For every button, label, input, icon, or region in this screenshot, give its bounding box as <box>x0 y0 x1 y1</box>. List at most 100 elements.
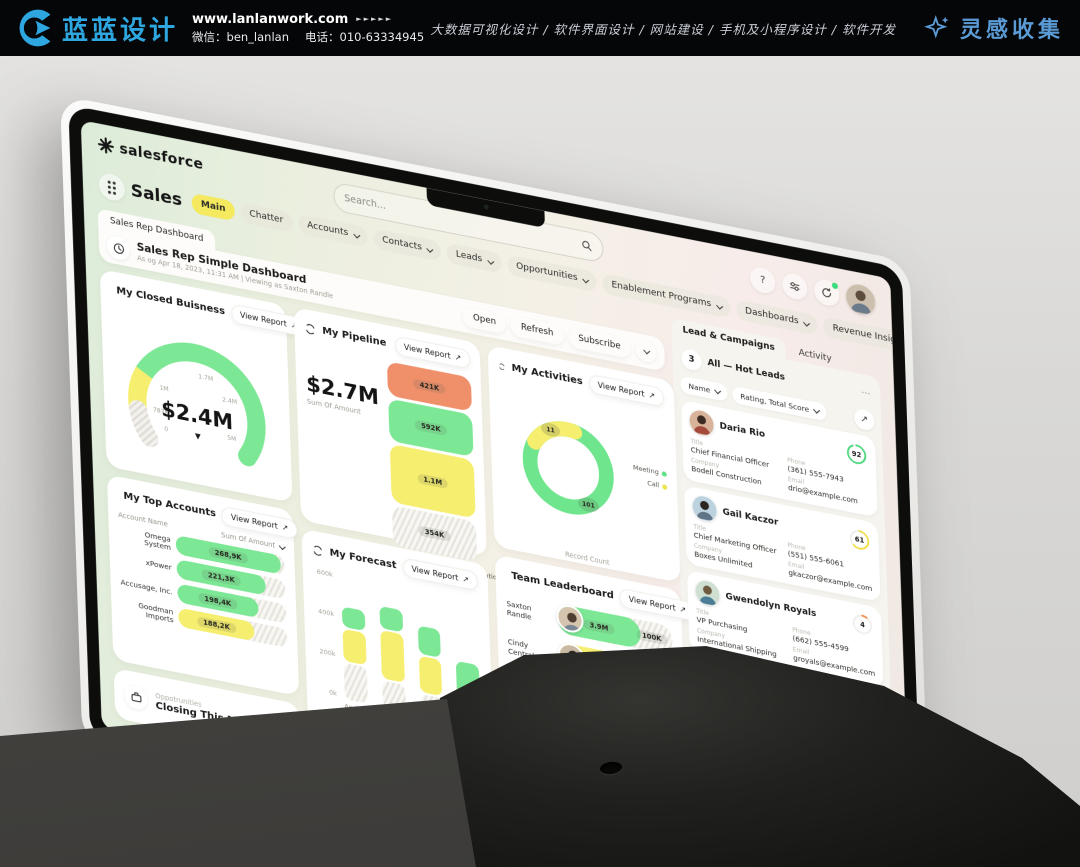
lead-card[interactable]: Daria Rio 92 Title Chief Financial Office… <box>681 399 878 517</box>
svg-text:101: 101 <box>582 501 595 510</box>
refresh-button[interactable]: Refresh <box>510 314 564 346</box>
svg-text:1M: 1M <box>159 385 168 394</box>
top-accounts-card: My Top Accounts View Report ↗ Account Nam… <box>106 474 300 697</box>
dashboard-screen: salesforce Search... ? <box>80 120 912 867</box>
leads-panel: 3 All — Hot Leads ⋯ Name Rating, Total S… <box>671 336 891 696</box>
donut-chart: 11 101 <box>522 421 614 515</box>
activities-card: My Activities View Report ↗ <box>487 344 681 583</box>
sync-icon <box>822 288 832 298</box>
score-value: 92 <box>852 450 862 460</box>
brand-name: 蓝蓝设计 <box>62 15 179 46</box>
salesforce-wordmark: salesforce <box>119 140 204 173</box>
lead-name: Gail Kaczor <box>722 506 779 528</box>
arrow-up-right-icon: ↗ <box>679 604 687 615</box>
help-button[interactable]: ? <box>749 265 776 296</box>
camera-dot <box>483 203 489 210</box>
leaderboard-bar[interactable]: 3.9M 100K <box>556 602 673 656</box>
avatar <box>689 408 715 438</box>
svg-text:1.7M: 1.7M <box>198 373 213 383</box>
user-avatar[interactable] <box>845 281 876 317</box>
pipeline-funnel: 421K 592K 1.1M 354K <box>386 361 478 562</box>
sparkle-icon <box>924 15 949 39</box>
help-icon: ? <box>759 274 766 287</box>
chevron-down-icon <box>643 347 651 355</box>
open-list-button[interactable]: ↗ <box>853 407 875 432</box>
website-link[interactable]: www.lanlanwork.com <box>192 11 349 27</box>
score-ring: 4 <box>852 614 873 635</box>
svg-text:0: 0 <box>164 426 168 434</box>
lead-count-badge: 3 <box>681 347 702 372</box>
app-launcher-button[interactable] <box>98 171 126 203</box>
chevron-down-icon <box>352 230 360 238</box>
chevron-down-icon <box>812 406 820 414</box>
chevron-down-icon <box>713 386 721 394</box>
arrow-up-right-icon: ↗ <box>454 352 462 363</box>
card-title: My Pipeline <box>322 325 387 350</box>
lead-card[interactable]: Gwendolyn Royals 4 Title VP Purchasing Ph <box>686 570 884 688</box>
donut-label-big: 101 <box>578 497 599 513</box>
forecast-bar[interactable] <box>341 604 368 704</box>
lanlan-logo-icon <box>19 9 51 47</box>
chevron-down-icon <box>426 245 434 253</box>
top-banner: 蓝蓝设计 www.lanlanwork.com ►►►►► 微信：ben_lan… <box>0 0 1080 56</box>
filter-name[interactable]: Name <box>680 375 728 402</box>
dashboard-title-bar: Sales Rep Simple Dashboard As og Apr 18,… <box>98 227 666 372</box>
closed-business-card: My Closed Buisness View Report↗ <box>99 268 307 503</box>
settings-button[interactable] <box>781 271 808 302</box>
chevron-down-icon <box>582 275 590 283</box>
salesforce-star-icon <box>97 137 114 154</box>
lead-list-title: All — Hot Leads <box>707 357 786 384</box>
more-icon[interactable]: ⋯ <box>861 388 872 401</box>
avatar <box>692 493 718 523</box>
score-value: 4 <box>860 621 865 630</box>
sliders-icon <box>790 282 800 291</box>
sync-button[interactable] <box>813 277 840 308</box>
briefcase-icon <box>124 683 148 712</box>
search-input[interactable]: Search... <box>332 181 604 264</box>
clock-icon <box>106 234 131 262</box>
score-ring: 61 <box>849 529 870 550</box>
forecast-card: My Forecast View Report ↗ 600k 400k 200k 0k <box>301 528 495 787</box>
card-title: My Forecast <box>329 547 397 572</box>
arrows-decoration: ►►►►► <box>356 15 394 23</box>
svg-text:5M: 5M <box>227 434 236 443</box>
svg-text:2.4M: 2.4M <box>222 396 237 406</box>
chevron-down-icon <box>278 542 286 550</box>
arrow-up-right-icon: ↗ <box>462 574 470 585</box>
svg-text:11: 11 <box>546 426 555 435</box>
search-icon <box>582 240 592 252</box>
salesforce-logo: salesforce <box>97 135 203 173</box>
refresh-icon[interactable] <box>498 359 506 373</box>
forecast-bar[interactable] <box>379 604 406 712</box>
chevron-down-icon <box>803 319 811 327</box>
opportunities-card[interactable]: Oppotrunities Closing This Mounth <box>113 667 302 755</box>
inspiration-collection: 灵感收集 <box>922 12 1064 44</box>
laptop-bezel: salesforce Search... ? <box>68 104 924 867</box>
pipeline-card: My Pipeline View Report ↗ $2.7M Sum Of Am… <box>293 306 501 583</box>
lead-name: Daria Rio <box>719 421 766 441</box>
wechat-info: 微信：ben_lanlan <box>192 29 289 44</box>
nav-tab-main[interactable]: Main <box>191 192 235 222</box>
laptop-mockup: salesforce Search... ? <box>60 95 932 867</box>
svg-text:787K: 787K <box>153 407 170 417</box>
subscribe-button[interactable]: Subscribe <box>568 326 631 359</box>
services-list: 大数据可视化设计 / 软件界面设计 / 网站建设 / 手机及小程序设计 / 软件… <box>430 21 896 37</box>
arrow-up-right-icon: ↗ <box>281 522 289 534</box>
refresh-icon[interactable] <box>312 543 324 557</box>
more-actions-button[interactable] <box>635 338 657 365</box>
lead-card[interactable]: Gail Kaczor 61 Title Chief Marketing Offi… <box>683 484 881 603</box>
refresh-icon[interactable] <box>304 321 316 335</box>
bar-tail-value: 100K <box>635 628 668 645</box>
donut-label-small: 11 <box>541 422 561 437</box>
open-button[interactable]: Open <box>462 305 507 335</box>
arrow-up-right-icon: ↗ <box>860 413 869 426</box>
chevron-down-icon <box>715 301 723 310</box>
arrow-up-right-icon: ↗ <box>648 390 656 401</box>
chevron-down-icon <box>486 257 494 265</box>
waffle-icon <box>107 179 117 195</box>
score-ring: 92 <box>846 444 867 465</box>
gauge-pointer: ▼ <box>195 431 201 441</box>
legend-item: Call <box>647 479 668 491</box>
lead-name: Gwendolyn Royals <box>725 591 817 620</box>
